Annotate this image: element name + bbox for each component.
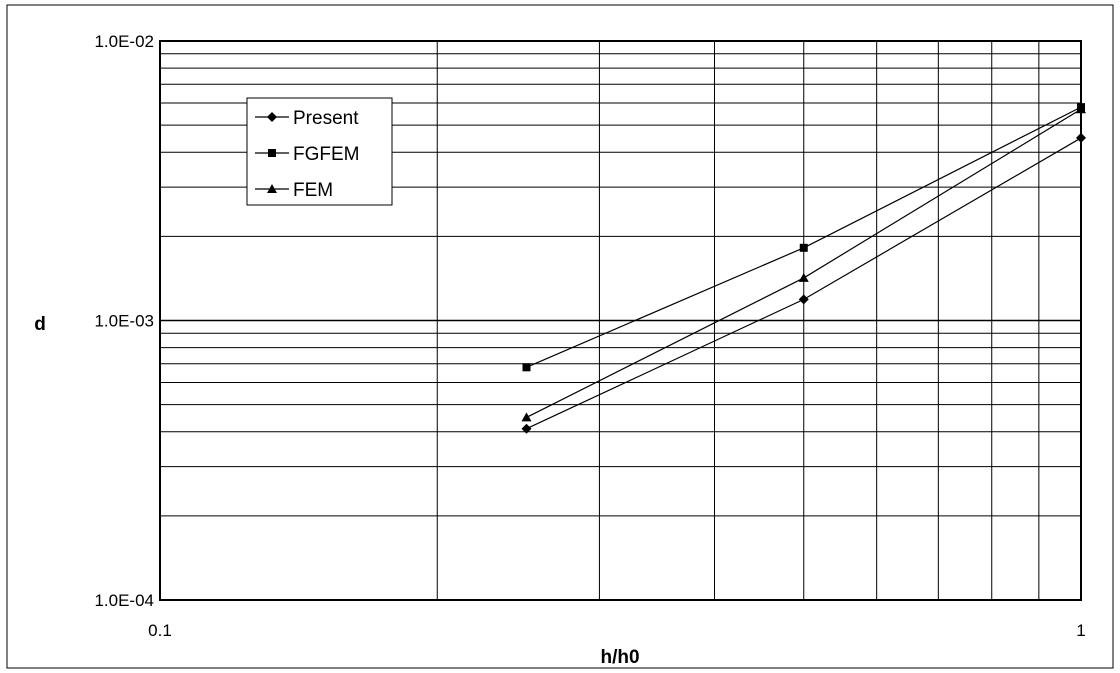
y-tick-label: 1.0E-02 xyxy=(94,32,154,51)
legend-marker-present xyxy=(267,112,277,122)
y-tick-label: 1.0E-04 xyxy=(94,591,154,610)
series-layer xyxy=(521,103,1086,434)
x-axis-title: h/h0 xyxy=(600,647,639,668)
y-tick-label: 1.0E-03 xyxy=(94,312,154,331)
legend-label-fem: FEM xyxy=(293,180,333,201)
series-fem xyxy=(521,104,1086,422)
data-point-fem xyxy=(798,272,809,282)
chart-frame xyxy=(6,4,1114,669)
legend-label-fgfem: FGFEM xyxy=(293,144,360,165)
legend-marker-fem xyxy=(267,184,277,193)
data-point-fgfem xyxy=(799,243,808,252)
data-point-fem xyxy=(1076,104,1086,114)
x-tick-label: 1 xyxy=(1076,621,1085,640)
legend: Present FGFEM FEM xyxy=(246,97,393,206)
x-tick-label: 0.1 xyxy=(148,621,172,640)
legend-marker-fgfem xyxy=(268,149,276,157)
grid-lines xyxy=(160,41,1081,600)
series-present xyxy=(521,132,1086,434)
data-point-present xyxy=(1076,132,1086,143)
y-axis-title: d xyxy=(34,314,46,335)
data-point-fgfem xyxy=(522,363,531,372)
data-point-present xyxy=(798,294,809,305)
legend-label-present: Present xyxy=(293,108,359,129)
data-point-fem xyxy=(521,412,532,422)
data-point-present xyxy=(521,423,532,434)
plot-area-border xyxy=(159,40,1082,601)
tick-labels: 1.0E-04 1.0E-03 1.0E-02 0.1 1 xyxy=(94,32,1085,640)
